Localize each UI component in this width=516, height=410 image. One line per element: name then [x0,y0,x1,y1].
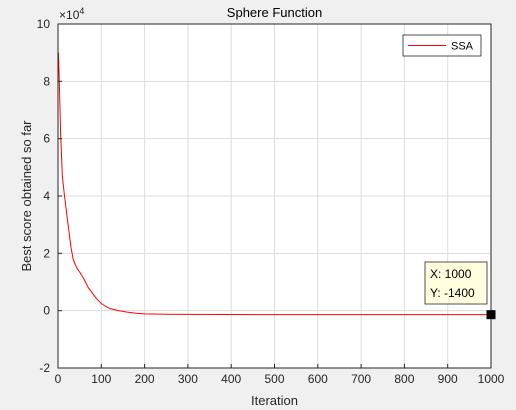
data-tip-y: Y: -1400 [430,286,475,300]
y-tick-label: 8 [43,74,50,88]
series-line-0 [57,52,491,316]
data-tip-x: X: 1000 [430,267,472,281]
data-tip-box [424,261,488,305]
x-tick-label: 100 [91,372,111,386]
y-tick-label: 0 [43,304,50,318]
y-axis-label: Best score obtained so far [19,120,34,272]
x-axis-label: Iteration [251,393,298,408]
x-tick-label: 300 [178,372,198,386]
y-tick-label: -2 [39,361,50,375]
x-tick-label: 600 [308,372,328,386]
chart-title: Sphere Function [227,5,322,20]
x-tick-label: 400 [221,372,241,386]
series-layer [57,52,491,316]
y-multiplier-base: 10 [66,8,80,22]
y-tick-label: 4 [43,189,50,203]
y-axis-multiplier: ×104 [59,6,84,22]
x-tick-label: 1000 [478,372,505,386]
y-tick-label: 2 [43,246,50,260]
x-tick-label: 500 [264,372,284,386]
x-tick-label: 700 [351,372,371,386]
y-tick-label: 6 [43,132,50,146]
x-tick-label: 800 [394,372,414,386]
x-tick-label: 200 [135,372,155,386]
x-tick-label: 0 [55,372,62,386]
x-tick-label: 900 [438,372,458,386]
grid [58,24,491,368]
ticks: 0 100 200 300 400 500 600 700 800 900 1000 -2 0 2 4 6 8 1… [37,17,505,386]
y-multiplier-exponent: 4 [79,6,84,16]
data-tip[interactable]: X: 1000 Y: -1400 [424,261,488,305]
y-tick-label: 10 [37,17,51,31]
legend[interactable]: SSA [402,34,482,57]
legend-label-ssa: SSA [451,41,474,53]
data-tip-marker[interactable] [486,310,496,320]
